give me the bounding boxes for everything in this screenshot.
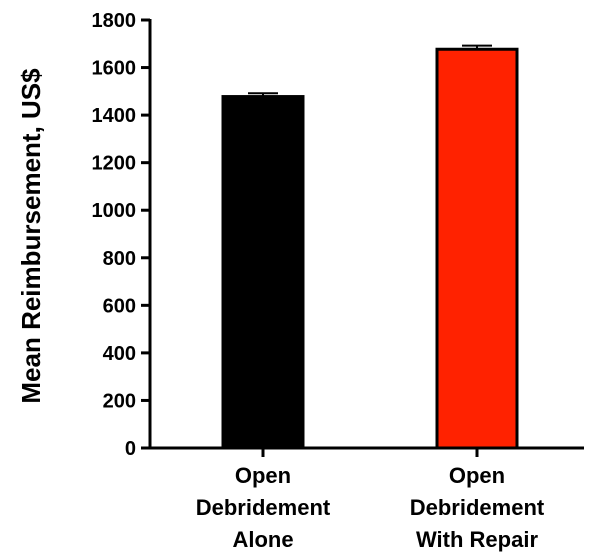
- x-axis: Open Debridement Alone Open Debridement With …: [149, 446, 584, 552]
- y-tick-label: 600: [103, 295, 136, 317]
- bar: [435, 47, 519, 450]
- y-axis: 0 200 400 600 800 1000 1200 1400 1600 1800: [92, 10, 152, 460]
- x-category-label: Open Debridement With Repair: [410, 463, 545, 552]
- y-tick-label: 200: [103, 390, 136, 412]
- x-category-label-line: Alone: [232, 527, 293, 552]
- x-category-label-line: With Repair: [416, 527, 538, 552]
- x-category-label-line: Debridement: [410, 495, 545, 520]
- x-category-label: Open Debridement Alone: [196, 463, 331, 552]
- y-tick-label: 1600: [92, 58, 137, 80]
- y-tick-label: 1400: [92, 105, 137, 127]
- y-tick-label: 1200: [92, 153, 137, 175]
- y-tick-label: 0: [125, 438, 136, 460]
- x-category-label-line: Debridement: [196, 495, 331, 520]
- x-category-label-line: Open: [449, 463, 505, 488]
- bars: [221, 44, 519, 450]
- bar: [221, 95, 305, 450]
- y-tick-label: 1000: [92, 200, 137, 222]
- y-tick-label: 800: [103, 248, 136, 270]
- y-tick-label: 400: [103, 343, 136, 365]
- y-axis-title: Mean Reimbursement, US$: [16, 68, 46, 404]
- y-tick-label: 1800: [92, 10, 137, 32]
- x-category-label-line: Open: [235, 463, 291, 488]
